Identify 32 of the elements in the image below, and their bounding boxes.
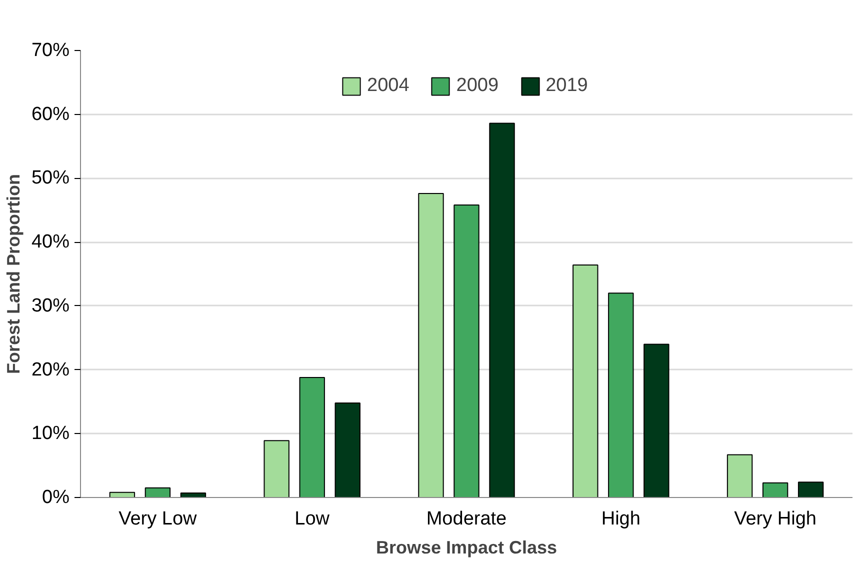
x-axis-title: Browse Impact Class [376, 538, 558, 558]
bar [608, 292, 634, 498]
y-tick-label: 30% [31, 295, 70, 316]
y-tick-label: 70% [31, 40, 70, 61]
bar [798, 482, 824, 498]
legend-label: 2004 [367, 75, 410, 97]
bar [726, 454, 753, 498]
bar [489, 122, 515, 498]
bar [334, 402, 360, 498]
bar [299, 376, 325, 498]
bar [644, 344, 670, 498]
bar [454, 204, 480, 498]
x-tick-label: High [601, 508, 640, 530]
x-tick-label: Low [294, 508, 330, 530]
legend-label: 2009 [456, 75, 499, 97]
x-tick-label: Moderate [426, 508, 507, 530]
bar [144, 487, 171, 498]
bar [762, 482, 788, 498]
bar [180, 492, 206, 498]
y-tick-label: 0% [42, 487, 70, 508]
legend-label: 2019 [546, 75, 588, 97]
y-tick-label: 20% [31, 359, 70, 380]
y-axis-title: Forest Land Proportion [3, 174, 24, 374]
y-tick-label: 60% [31, 104, 70, 125]
bar [264, 440, 290, 498]
y-tick-label: 50% [31, 168, 70, 189]
bar [418, 193, 444, 498]
x-tick-label: Very High [734, 508, 816, 530]
y-tick-label: 10% [31, 423, 70, 444]
x-tick-label: Very Low [118, 508, 198, 530]
y-tick-label: 40% [31, 232, 70, 253]
bar [572, 264, 598, 498]
